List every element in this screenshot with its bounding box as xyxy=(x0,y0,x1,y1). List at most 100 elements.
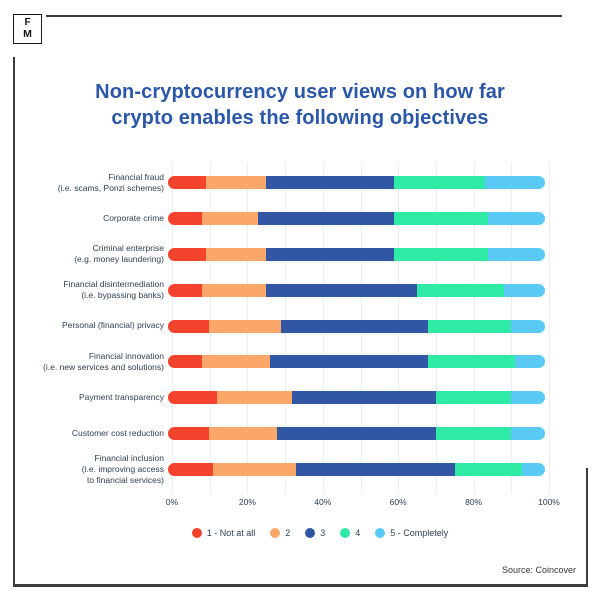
bar-row: Customer cost reduction xyxy=(34,415,549,451)
bar-segment xyxy=(269,355,429,369)
bar-segment xyxy=(503,283,545,297)
legend-item: 1 - Not at all xyxy=(191,528,256,538)
bar-segment xyxy=(511,319,545,333)
bar-segment xyxy=(488,212,545,226)
x-tick-label: 60% xyxy=(389,497,407,507)
bar-row: Financial disintermediation (i.e. bypass… xyxy=(34,272,549,308)
bar-segment xyxy=(168,391,217,405)
legend-item: 2 xyxy=(270,528,290,538)
legend-dot-icon xyxy=(340,528,351,538)
bar-segment xyxy=(168,462,214,476)
bar-row: Financial innovation (i.e. new services … xyxy=(34,344,549,380)
bar-segment xyxy=(213,462,297,476)
frame-bottom-line xyxy=(13,584,588,587)
x-tick-label: 0% xyxy=(165,497,179,507)
stacked-bar xyxy=(168,391,545,405)
bar-row: Financial fraud (i.e. scams, Ponzi schem… xyxy=(34,165,549,201)
bar-segment xyxy=(296,462,455,476)
stacked-bar xyxy=(168,462,545,476)
bar-track xyxy=(168,462,545,476)
bar-track xyxy=(168,391,545,405)
bar-segment xyxy=(428,355,515,369)
bar-track xyxy=(168,247,545,261)
bar-segment xyxy=(522,462,545,476)
bar-track xyxy=(168,355,545,369)
bar-segment xyxy=(201,212,259,226)
bar-segment xyxy=(168,176,206,190)
category-label: Financial innovation (i.e. new services … xyxy=(43,350,164,372)
bar-segment xyxy=(168,426,210,440)
legend-dot-icon xyxy=(375,528,386,538)
bar-segment xyxy=(281,319,429,333)
bar-row: Corporate crime xyxy=(34,201,549,237)
stacked-bar xyxy=(168,283,545,297)
x-axis: 0% 20% 40% 60% 80% 100% xyxy=(166,497,560,509)
bar-segment xyxy=(266,283,417,297)
bar-row: Criminal enterprise (e.g. money launderi… xyxy=(34,237,549,273)
category-label: Criminal enterprise (e.g. money launderi… xyxy=(74,243,164,265)
stacked-bar xyxy=(168,426,545,440)
bar-segment xyxy=(428,319,512,333)
category-label: Payment transparency xyxy=(78,392,164,403)
frame-top-line xyxy=(46,15,562,17)
gridline xyxy=(549,163,550,493)
bar-track xyxy=(168,426,545,440)
bar-segment xyxy=(168,212,202,226)
legend-label: 4 xyxy=(355,528,361,538)
x-tick-label: 20% xyxy=(238,497,256,507)
bar-segment xyxy=(201,283,266,297)
x-tick-label: 100% xyxy=(538,497,560,507)
bar-segment xyxy=(292,391,436,405)
legend-dot-icon xyxy=(191,528,202,538)
bar-segment xyxy=(394,212,489,226)
chart-title: Non-cryptocurrency user views on how far… xyxy=(95,81,505,129)
legend-item: 5 - Completely xyxy=(375,528,448,538)
bar-segment xyxy=(514,355,545,369)
legend-label: 5 - Completely xyxy=(390,528,449,538)
category-label: Customer cost reduction xyxy=(71,427,164,438)
bar-segment xyxy=(217,391,293,405)
x-tick-label: 40% xyxy=(314,497,332,507)
legend-dot-icon xyxy=(270,528,281,538)
bar-segment xyxy=(511,426,545,440)
legend-item: 3 xyxy=(305,528,325,538)
bar-segment xyxy=(488,247,545,261)
stacked-bar xyxy=(168,319,545,333)
stacked-bar xyxy=(168,212,545,226)
bar-segment xyxy=(209,426,278,440)
frame-right-line xyxy=(586,468,588,584)
bar-track xyxy=(168,212,545,226)
bar-segment xyxy=(435,426,512,440)
bar-segment xyxy=(484,176,545,190)
bar-row: Personal (financial) privacy xyxy=(34,308,549,344)
category-label: Personal (financial) privacy xyxy=(61,320,164,331)
bar-track xyxy=(168,176,545,190)
source-note: Source: Coincover xyxy=(501,565,576,575)
bar-segment xyxy=(416,283,504,297)
bar-segment xyxy=(454,462,523,476)
category-label: Corporate crime xyxy=(103,213,164,224)
stacked-bar xyxy=(168,247,545,261)
bar-segment xyxy=(394,247,489,261)
legend-label: 2 xyxy=(285,528,291,538)
category-label: Financial disintermediation (i.e. bypass… xyxy=(63,279,164,301)
bar-segment xyxy=(394,176,485,190)
legend-label: 3 xyxy=(320,528,326,538)
legend: 1 - Not at all 2 3 4 5 - Completely xyxy=(40,528,600,538)
bar-segment xyxy=(205,176,266,190)
frame-left-line xyxy=(13,57,15,584)
category-label: Financial fraud (i.e. scams, Ponzi schem… xyxy=(57,171,164,193)
brand-logo-letter-f: F xyxy=(24,17,31,29)
bar-segment xyxy=(205,247,266,261)
bar-segment xyxy=(258,212,395,226)
legend-label: 1 - Not at all xyxy=(206,528,256,538)
bar-track xyxy=(168,283,545,297)
bar-segment xyxy=(266,247,395,261)
bar-segment xyxy=(209,319,282,333)
bar-segment xyxy=(266,176,395,190)
bar-rows: Financial fraud (i.e. scams, Ponzi schem… xyxy=(34,165,549,487)
legend-item: 4 xyxy=(340,528,360,538)
bar-track xyxy=(168,319,545,333)
bar-segment xyxy=(201,355,270,369)
stacked-bar xyxy=(168,176,545,190)
